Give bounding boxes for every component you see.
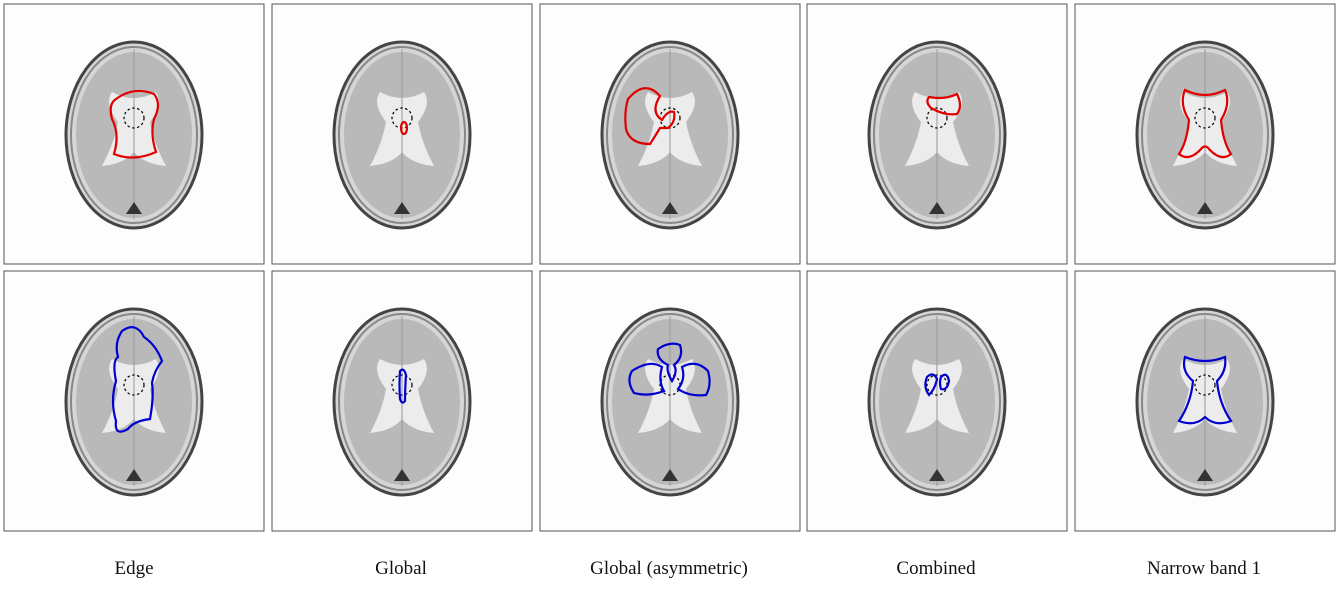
panel [807,4,1067,264]
caption: Narrow band 1 [1147,558,1261,579]
panel [272,4,532,264]
panel [272,271,532,531]
panel [1075,4,1335,264]
panel [540,4,800,264]
figure: Edge Global Global (asymmetric) Combined… [0,0,1342,590]
caption: Global (asymmetric) [590,558,748,579]
caption: Global [375,558,427,579]
panel [4,4,264,264]
caption: Edge [114,558,153,579]
panel [4,271,264,531]
panel [807,271,1067,531]
panel [1075,271,1335,531]
panel [540,271,800,531]
page: Edge Global Global (asymmetric) Combined… [0,0,1342,590]
caption: Combined [896,558,976,579]
